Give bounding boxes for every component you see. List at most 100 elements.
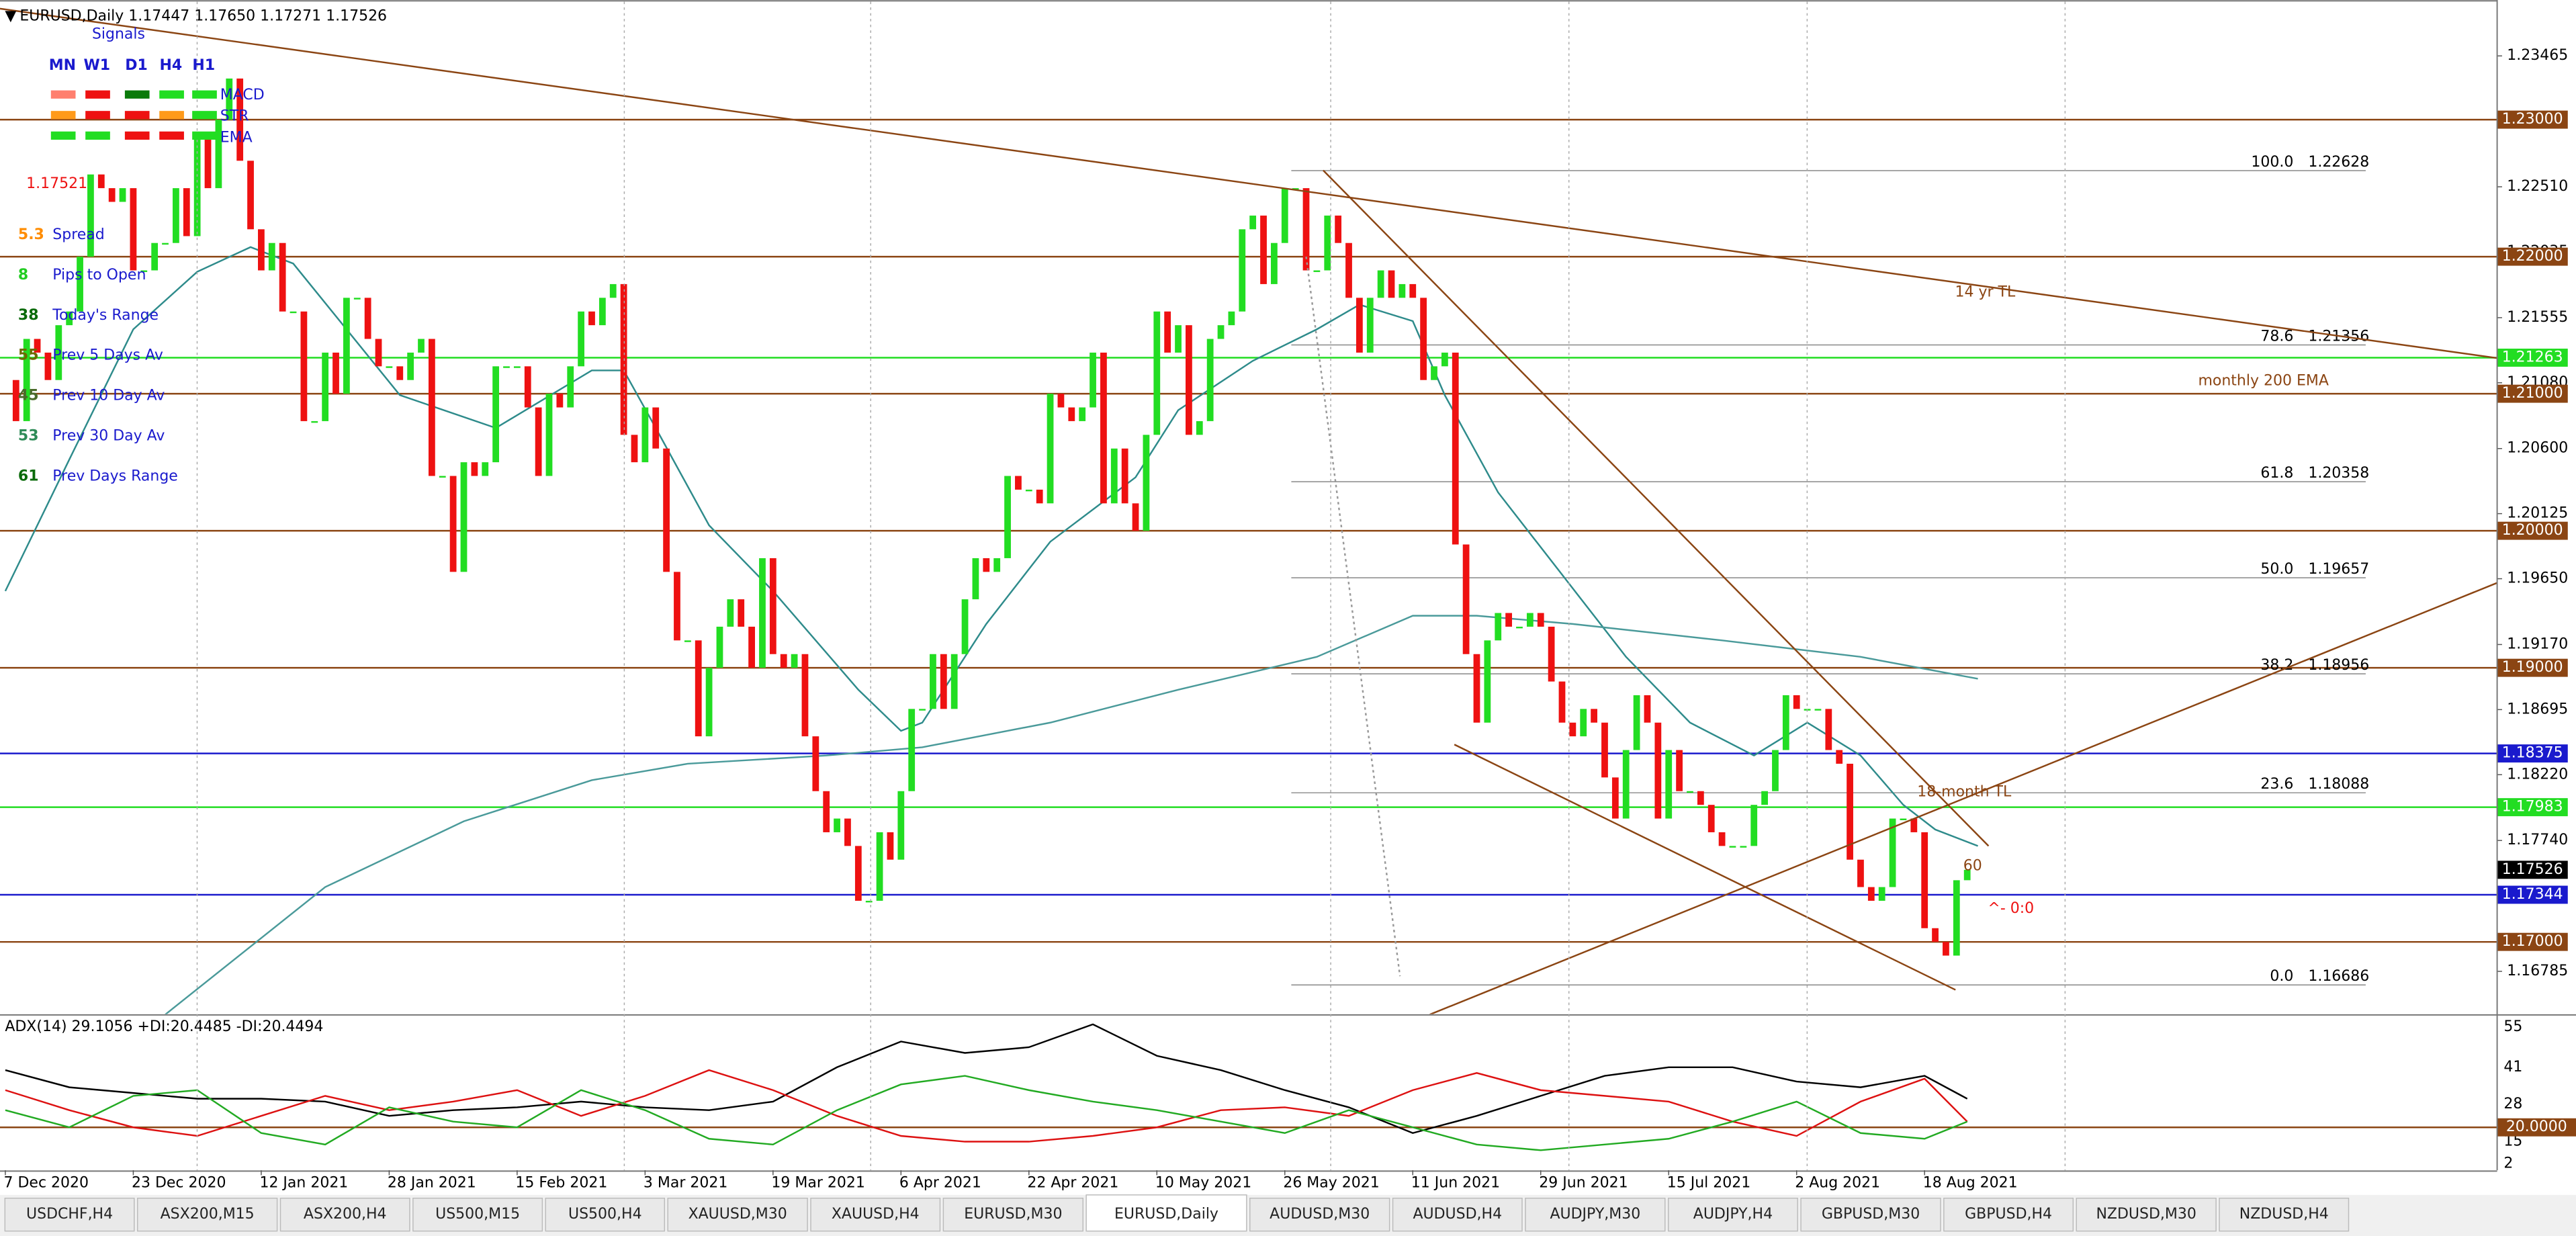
candle	[215, 120, 222, 189]
candle	[1057, 394, 1065, 408]
tab[interactable]	[942, 1197, 1083, 1232]
candle	[1878, 887, 1885, 901]
tab-label[interactable]: US500,H4	[568, 1206, 642, 1223]
tab[interactable]	[1392, 1197, 1523, 1232]
candle	[663, 448, 670, 572]
level-label: 1.21000	[2502, 385, 2563, 402]
candle	[1665, 750, 1673, 819]
tab-label[interactable]: USDCHF,H4	[26, 1206, 113, 1223]
candle	[66, 311, 73, 326]
candle	[812, 736, 819, 791]
tab-label[interactable]: EURUSD,Daily	[1114, 1206, 1218, 1223]
tab-label[interactable]: GBPUSD,M30	[1822, 1206, 1920, 1223]
candle	[887, 832, 894, 860]
candle	[460, 462, 468, 572]
tab[interactable]	[1943, 1197, 2074, 1232]
tab-label[interactable]: ASX200,M15	[161, 1206, 255, 1223]
tab-label[interactable]: AUDUSD,M30	[1270, 1206, 1370, 1223]
tab[interactable]	[136, 1197, 278, 1232]
trendline	[1454, 744, 1956, 991]
stat-value: 5.3	[18, 226, 44, 243]
candle	[386, 366, 393, 368]
level-box	[2497, 1118, 2576, 1137]
tab[interactable]	[1085, 1194, 1247, 1232]
candle	[1729, 846, 1736, 848]
candle	[1932, 928, 1939, 942]
stat-label: Prev 30 Day Av	[52, 428, 165, 445]
candle	[247, 161, 254, 230]
candle	[1356, 298, 1363, 353]
y-tick-label: 1.22510	[2507, 178, 2568, 195]
menu-arrow[interactable]: ▼	[5, 7, 16, 24]
x-tick-label: 28 Jan 2021	[388, 1175, 476, 1192]
tab[interactable]	[810, 1197, 941, 1232]
signal-block	[192, 90, 217, 99]
candle	[1943, 942, 1949, 956]
candle	[482, 462, 489, 476]
candle	[1335, 215, 1342, 243]
tab-label[interactable]: AUDJPY,M30	[1550, 1206, 1640, 1223]
candle	[1196, 421, 1203, 435]
tab-label[interactable]: AUDJPY,H4	[1693, 1206, 1773, 1223]
candle	[375, 339, 382, 367]
y-tick-label: 1.23465	[2507, 47, 2568, 64]
tab[interactable]	[279, 1197, 410, 1232]
tab[interactable]	[667, 1197, 808, 1232]
tab[interactable]	[412, 1197, 543, 1232]
tab-label[interactable]: XAUUSD,M30	[689, 1206, 787, 1223]
candle	[1143, 435, 1150, 531]
candle	[705, 668, 713, 737]
candle	[353, 298, 361, 300]
candle	[1441, 352, 1448, 367]
candle	[801, 654, 809, 737]
tab[interactable]	[1249, 1197, 1390, 1232]
candle	[919, 709, 926, 711]
candle	[556, 394, 564, 408]
candle	[961, 599, 969, 654]
tab-label[interactable]: XAUUSD,H4	[832, 1206, 920, 1223]
fib-price: 1.22628	[2308, 154, 2369, 171]
signal-block	[124, 131, 150, 140]
level-box	[2497, 932, 2568, 951]
candle	[1889, 818, 1896, 887]
x-tick-label: 11 Jun 2021	[1411, 1175, 1500, 1192]
candle	[759, 558, 766, 668]
candle	[162, 242, 169, 245]
candle	[1772, 750, 1779, 791]
level-box	[2497, 521, 2568, 540]
tab[interactable]	[1667, 1197, 1798, 1232]
candle	[108, 188, 116, 202]
tab-label[interactable]: ASX200,H4	[304, 1206, 387, 1223]
current-price: 1.17521	[26, 175, 87, 192]
candle	[1164, 311, 1171, 353]
tab-label[interactable]: NZDUSD,H4	[2239, 1206, 2329, 1223]
tab[interactable]	[1800, 1197, 1941, 1232]
level-label: 1.22000	[2502, 248, 2563, 265]
level-label: 1.23000	[2502, 111, 2563, 128]
overlay: 14 yr TL monthly 200 EMA 18-month TL 60 ^- 0…	[1917, 47, 2576, 1172]
y-tick-label: 28	[2503, 1096, 2522, 1112]
candle	[854, 846, 862, 901]
signal-block	[85, 90, 110, 99]
tab[interactable]	[545, 1197, 666, 1232]
tab-label[interactable]: US500,M15	[435, 1206, 520, 1223]
candle	[1793, 695, 1800, 709]
stat-value: 61	[18, 468, 39, 485]
candle	[1676, 750, 1683, 791]
tab-label[interactable]: AUDUSD,H4	[1413, 1206, 1502, 1223]
candle	[1910, 818, 1918, 832]
tab[interactable]	[2076, 1197, 2217, 1232]
tab[interactable]	[2219, 1197, 2350, 1232]
tab[interactable]	[1525, 1197, 1666, 1232]
tab-label[interactable]: NZDUSD,M30	[2096, 1206, 2196, 1223]
candle	[449, 476, 457, 572]
tab-label[interactable]: GBPUSD,H4	[1965, 1206, 2052, 1223]
candle	[1857, 859, 1864, 887]
candle	[908, 709, 916, 791]
tab[interactable]	[4, 1197, 135, 1232]
tab-label[interactable]: EURUSD,M30	[964, 1206, 1062, 1223]
timeframe: D1	[125, 57, 148, 74]
trendline	[1429, 582, 2497, 1014]
candle	[1206, 339, 1214, 421]
